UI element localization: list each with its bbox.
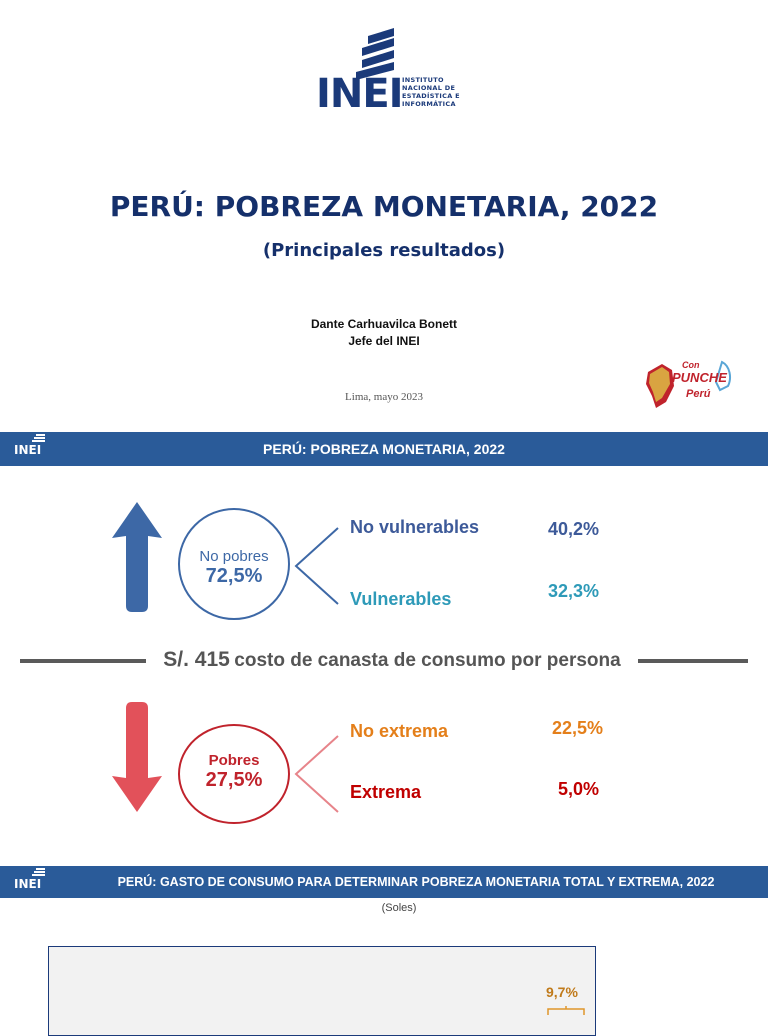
inei-bars-icon xyxy=(32,434,45,442)
pobres-label: Pobres xyxy=(208,752,260,769)
basket-text: S/. 415 costo de canasta de consumo por … xyxy=(146,648,638,672)
vulnerables-label: Vulnerables xyxy=(350,589,452,609)
summary-slide: INEI PERÚ: POBREZA MONETARIA, 2022 No po… xyxy=(0,432,768,836)
author-role: Jefe del INEI xyxy=(348,334,420,348)
spending-logo-acronym: INEI xyxy=(14,877,42,891)
arrow-down-icon xyxy=(112,702,162,812)
cover-slide: INEI INSTITUTO NACIONAL DE ESTADÍSTICA E… xyxy=(0,0,768,432)
pobres-circle: Pobres 27,5% xyxy=(178,724,290,824)
pobres-value: 27,5% xyxy=(205,769,263,791)
logo-institution-name: INSTITUTO NACIONAL DE ESTADÍSTICA E INFO… xyxy=(402,76,460,108)
con-punche-peru-badge: Con PUNCHE Perú xyxy=(642,356,734,412)
no-extrema-label: No extrema xyxy=(350,721,449,741)
vulnerables-value: 32,3% xyxy=(548,581,600,601)
inei-logo: INEI INSTITUTO NACIONAL DE ESTADÍSTICA E… xyxy=(316,26,466,118)
no-pobres-value: 72,5% xyxy=(205,565,263,587)
badge-line3: Perú xyxy=(686,388,711,400)
peru-map-icon xyxy=(646,360,731,408)
inei-bars-icon xyxy=(356,28,394,80)
cover-subtitle: (Principales resultados) xyxy=(262,240,506,261)
no-pobres-bracket xyxy=(294,527,339,605)
summary-logo-acronym: INEI xyxy=(14,443,42,457)
inei-bars-icon xyxy=(32,868,45,876)
basket-description: costo de canasta de consumo por persona xyxy=(234,650,621,671)
summary-header-bar: INEI PERÚ: POBREZA MONETARIA, 2022 xyxy=(0,432,768,466)
spending-annotation-bracket xyxy=(547,1006,585,1015)
extrema-label: Extrema xyxy=(350,782,422,802)
logo-acronym: INEI xyxy=(316,71,404,117)
spending-header-bar: INEI PERÚ: GASTO DE CONSUMO PARA DETERMI… xyxy=(0,866,768,898)
spending-annotation: 9,7% xyxy=(546,984,578,1000)
basket-divider-right xyxy=(638,659,748,663)
basket-divider-left xyxy=(20,659,146,663)
cover-title: PERÚ: POBREZA MONETARIA, 2022 xyxy=(109,190,659,223)
no-pobres-circle: No pobres 72,5% xyxy=(178,508,290,620)
summary-header-logo: INEI xyxy=(14,434,45,457)
no-pobres-label: No pobres xyxy=(199,548,269,565)
no-vulnerables-label: No vulnerables xyxy=(350,517,480,537)
spending-chart-frame xyxy=(48,946,596,1036)
extrema-value: 5,0% xyxy=(558,779,600,799)
author-block: Dante Carhuavilca Bonett Jefe del INEI xyxy=(0,316,768,350)
spending-units: (Soles) xyxy=(381,902,417,914)
spending-header-title: PERÚ: GASTO DE CONSUMO PARA DETERMINAR P… xyxy=(117,875,715,889)
arrow-up-icon xyxy=(112,502,162,612)
pobres-bracket xyxy=(294,735,339,813)
spending-header-logo: INEI xyxy=(14,868,45,891)
no-extrema-value: 22,5% xyxy=(552,718,604,738)
basket-amount: S/. 415 xyxy=(163,648,230,671)
no-vulnerables-value: 40,2% xyxy=(548,519,600,539)
badge-line1: Con xyxy=(682,360,700,370)
summary-header-title: PERÚ: POBREZA MONETARIA, 2022 xyxy=(263,441,505,457)
author-name: Dante Carhuavilca Bonett xyxy=(310,317,458,331)
place-date: Lima, mayo 2023 xyxy=(345,391,423,403)
spending-slide: INEI PERÚ: GASTO DE CONSUMO PARA DETERMI… xyxy=(0,836,768,1036)
badge-line2: PUNCHE xyxy=(672,370,727,385)
